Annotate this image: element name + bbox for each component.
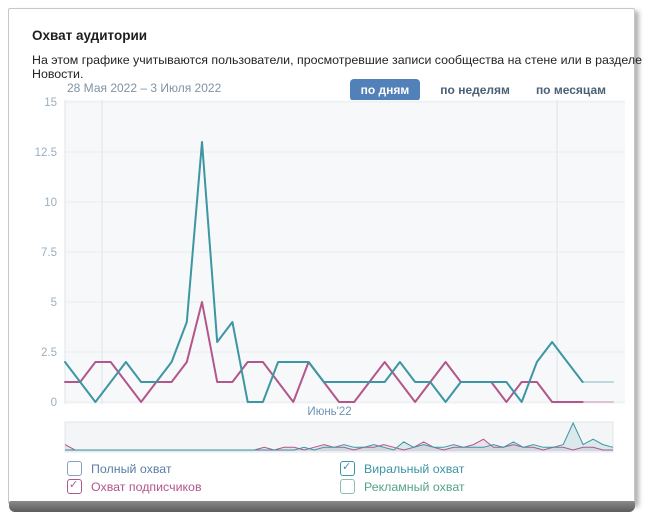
check-icon: ✓ [69, 479, 79, 491]
page-title: Охват аудитории [32, 28, 148, 43]
chart-description: На этом графике учитываются пользователи… [32, 53, 643, 81]
y-axis-tick-label: 12.5 [35, 147, 57, 159]
tab-by-days[interactable]: по дням [349, 79, 421, 101]
legend-label: Охват подписчиков [91, 479, 202, 494]
check-icon: ✓ [342, 461, 352, 473]
checkbox-viral-reach[interactable]: ✓ [340, 461, 355, 476]
legend-label: Рекламный охват [364, 479, 465, 494]
period-tabs: по дням по неделям по месяцам [349, 79, 612, 101]
y-axis-tick-label: 15 [44, 97, 57, 109]
legend-item-ad-reach[interactable]: ✓ Рекламный охват [340, 479, 465, 494]
y-axis-tick-label: 10 [44, 197, 57, 209]
legend-label: Виральный охват [364, 461, 465, 476]
reach-chart[interactable]: 0 2.5 5 7.5 10 12.5 15 Июнь'22 [0, 92, 650, 462]
checkbox-ad-reach[interactable]: ✓ [340, 479, 355, 494]
y-axis-tick-label: 7.5 [41, 247, 57, 259]
y-axis-tick-label: 0 [51, 397, 57, 409]
checkbox-full-reach[interactable]: ✓ [67, 461, 82, 476]
window-bottom-edge [9, 501, 635, 512]
x-axis-month-label: Июнь'22 [307, 406, 351, 418]
legend-item-full-reach[interactable]: ✓ Полный охват [67, 461, 172, 476]
minimap-series-fill [65, 439, 613, 451]
y-axis-tick-label: 2.5 [41, 347, 57, 359]
series-line [64, 141, 584, 403]
legend-item-subscribers-reach[interactable]: ✓ Охват подписчиков [67, 479, 202, 494]
y-axis-tick-label: 5 [51, 297, 57, 309]
legend-item-viral-reach[interactable]: ✓ Виральный охват [340, 461, 464, 476]
tab-by-weeks[interactable]: по неделям [440, 83, 510, 97]
date-range-label: 28 Мая 2022 – 3 Июля 2022 [67, 81, 222, 95]
minimap-series-fill [65, 423, 613, 451]
legend-label: Полный охват [91, 461, 172, 476]
tab-by-months[interactable]: по месяцам [535, 83, 606, 97]
minimap-series-line [65, 421, 614, 451]
checkbox-subscribers-reach[interactable]: ✓ [67, 479, 82, 494]
